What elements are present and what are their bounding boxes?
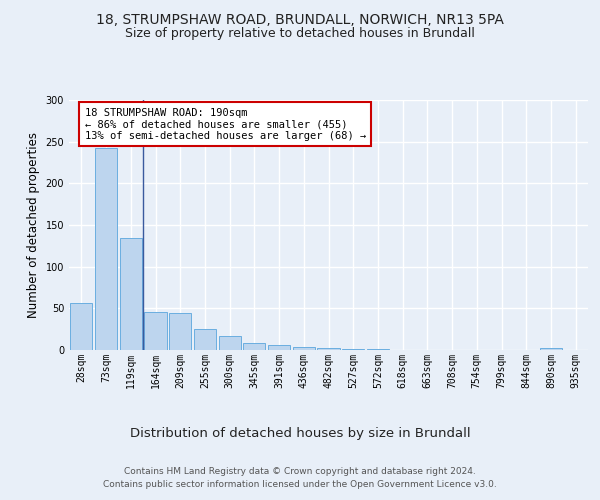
Bar <box>70 302 92 350</box>
Bar <box>293 346 315 350</box>
Text: Size of property relative to detached houses in Brundall: Size of property relative to detached ho… <box>125 28 475 40</box>
Bar <box>342 349 364 350</box>
Bar <box>169 314 191 350</box>
Bar <box>218 336 241 350</box>
Bar <box>268 345 290 350</box>
Bar <box>194 329 216 350</box>
Bar <box>119 238 142 350</box>
Text: Contains public sector information licensed under the Open Government Licence v3: Contains public sector information licen… <box>103 480 497 489</box>
Y-axis label: Number of detached properties: Number of detached properties <box>27 132 40 318</box>
Text: 18 STRUMPSHAW ROAD: 190sqm
← 86% of detached houses are smaller (455)
13% of sem: 18 STRUMPSHAW ROAD: 190sqm ← 86% of deta… <box>85 108 366 140</box>
Bar <box>317 348 340 350</box>
Bar <box>243 344 265 350</box>
Text: Contains HM Land Registry data © Crown copyright and database right 2024.: Contains HM Land Registry data © Crown c… <box>124 468 476 476</box>
Bar <box>367 349 389 350</box>
Bar <box>145 312 167 350</box>
Bar <box>95 148 117 350</box>
Text: Distribution of detached houses by size in Brundall: Distribution of detached houses by size … <box>130 428 470 440</box>
Bar <box>540 348 562 350</box>
Text: 18, STRUMPSHAW ROAD, BRUNDALL, NORWICH, NR13 5PA: 18, STRUMPSHAW ROAD, BRUNDALL, NORWICH, … <box>96 12 504 26</box>
